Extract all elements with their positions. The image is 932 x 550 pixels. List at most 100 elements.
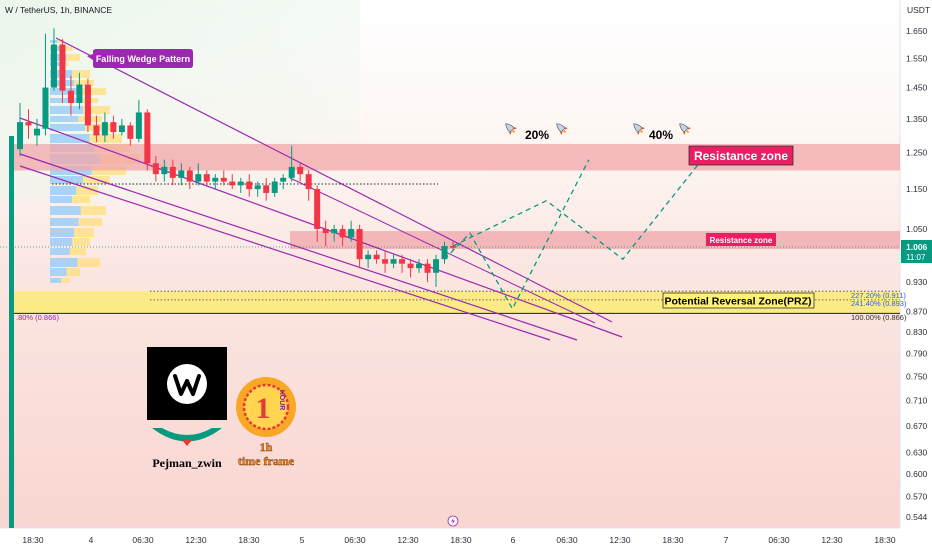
candle-body	[271, 181, 278, 193]
target-40: 40%	[633, 123, 692, 142]
price-tag-box	[901, 240, 932, 263]
candle-body	[25, 122, 32, 126]
time-tick-label: 12:30	[821, 535, 843, 545]
candle-body	[399, 259, 406, 264]
author-logo-w-icon	[173, 374, 201, 396]
rocket-icon	[556, 123, 569, 136]
projection-path	[444, 159, 590, 311]
price-tag-countdown: 11:07	[906, 253, 926, 262]
resistance-label-lower-text: Resistance zone	[710, 236, 773, 245]
fib-241-text: 241.40% (0.893)	[851, 299, 907, 308]
volume-bar-buy	[50, 124, 86, 131]
volume-bar-sell	[72, 70, 90, 78]
price-tick-label: 0.670	[906, 421, 928, 431]
volume-bar-buy	[50, 98, 77, 103]
candle-body	[373, 254, 380, 260]
resistance-label-upper-box	[688, 145, 794, 166]
price-tick-label: 1.550	[906, 53, 928, 63]
volume-bar-sell	[69, 248, 86, 255]
candle-body	[169, 166, 176, 178]
fib-100-text: 100.00% (0.866)	[851, 313, 907, 322]
volume-bar-sell	[66, 54, 80, 61]
volume-bar-sell	[66, 268, 80, 276]
candle-body	[280, 177, 287, 182]
price-axis-panel	[900, 0, 932, 550]
candle-body	[118, 125, 125, 133]
candle-body	[229, 181, 236, 186]
lightning-icon[interactable]	[447, 515, 459, 527]
volume-bar-buy	[50, 206, 81, 215]
volume-bar-sell	[72, 238, 90, 246]
rocket-icon	[505, 123, 518, 136]
candle-body	[382, 259, 389, 264]
candle-body	[416, 263, 423, 269]
price-tick-label: 1.650	[906, 26, 928, 36]
volume-bar-sell	[83, 106, 110, 114]
candle-body	[17, 122, 23, 150]
candle-body	[42, 87, 49, 129]
price-tick-label: 0.600	[906, 469, 928, 479]
timeframe-badge-word: HOUR	[278, 390, 285, 411]
candle-body	[186, 170, 193, 182]
candle-body	[93, 125, 100, 136]
candle-body	[237, 181, 244, 186]
volume-bar-sell	[80, 206, 106, 215]
price-tick-label: 1.450	[906, 83, 928, 93]
time-axis[interactable]: 18:30 4 06:30 12:30 18:30 5 06:30 12:30 18:30 6 06…	[22, 535, 896, 545]
volume-bar-sell	[74, 80, 94, 86]
time-tick-label: 18:30	[450, 535, 472, 545]
author-badge-tip	[152, 428, 222, 442]
price-tick-label: 1.250	[906, 148, 928, 158]
projections	[444, 159, 700, 311]
target-20: 20%	[505, 123, 569, 142]
chart-symbol: W / TetherUS, 1h, BINANCE	[5, 5, 112, 15]
resistance-label-upper: Resistance zone	[688, 145, 794, 166]
timeframe-badge-inner	[242, 383, 290, 431]
volume-bar-buy	[50, 258, 78, 267]
price-tick-label: 0.544	[906, 512, 928, 522]
volume-bar-sell	[77, 258, 100, 267]
wedge-line-4	[19, 165, 551, 341]
prz-label: Potential Reversal Zone(PRZ)	[662, 292, 815, 309]
candle-body	[288, 166, 295, 178]
price-axis[interactable]: 1.650 1.550 1.450 1.350 1.250 1.150 1.050 0.930…	[906, 26, 928, 522]
candle-body	[67, 90, 74, 103]
price-tick-label: 0.570	[906, 492, 928, 502]
candle-body	[305, 174, 312, 190]
currency-label: USDT	[907, 5, 930, 15]
candle-body	[144, 112, 151, 164]
resistance-label-lower-box	[706, 233, 776, 246]
candle-body	[161, 166, 168, 175]
volume-bar-buy	[50, 278, 61, 283]
candle-body	[101, 122, 108, 136]
time-tick-label: 4	[89, 535, 94, 545]
target-40-text: 40%	[649, 128, 673, 142]
price-tick-label: 0.790	[906, 349, 928, 359]
volume-bar-buy	[50, 54, 67, 61]
volume-bar-buy	[50, 116, 79, 122]
candle-body	[365, 254, 372, 260]
candles	[17, 28, 456, 287]
volume-bar-sell	[57, 40, 64, 43]
time-tick-label: 06:30	[132, 535, 154, 545]
candle-body	[203, 174, 210, 182]
candle-body	[195, 174, 202, 182]
volume-bar-sell	[85, 124, 114, 131]
price-tick-label: 0.830	[906, 327, 928, 337]
timeframe-bottom: time frame	[238, 454, 295, 468]
volume-bar-buy	[50, 248, 70, 255]
timeframe-badge: 1 HOUR 1h time frame	[236, 377, 296, 468]
prz-label-text: Potential Reversal Zone(PRZ)	[664, 296, 811, 308]
candle-body	[407, 263, 414, 269]
wedge-line-1	[55, 37, 613, 323]
left-accent-bar	[9, 136, 14, 528]
price-tick-label: 1.150	[906, 184, 928, 194]
time-tick-label: 06:30	[556, 535, 578, 545]
time-tick-label: 6	[511, 535, 516, 545]
time-axis-panel	[0, 528, 932, 550]
time-tick-label: 7	[724, 535, 729, 545]
volume-bar-buy	[50, 238, 72, 246]
candle-body	[212, 177, 219, 182]
fib-left-text: .80% (0.866)	[16, 313, 59, 322]
